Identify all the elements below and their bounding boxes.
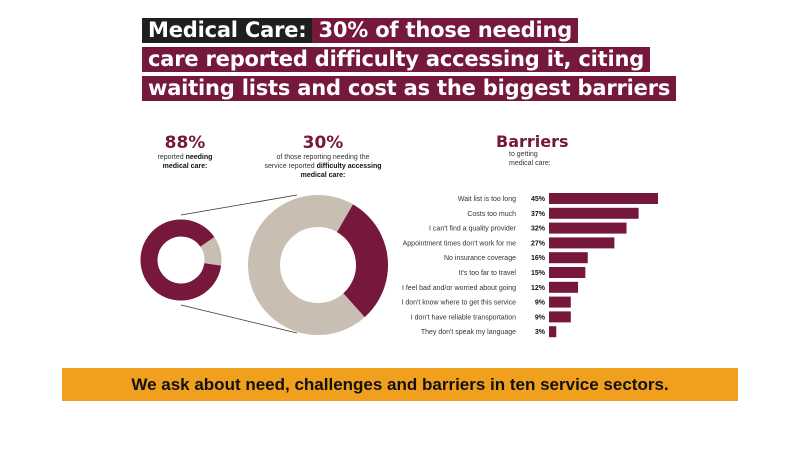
- stat-need-value: 88%: [164, 133, 206, 153]
- bar-value-label: 27%: [531, 240, 546, 247]
- bar-category-label: I feel bad and/or worried about going: [402, 285, 516, 292]
- bar: [549, 281, 579, 293]
- stat-need: 88% reported needing medical care:: [150, 133, 220, 171]
- bar: [549, 252, 588, 264]
- stat-difficulty-value: 30%: [302, 133, 344, 153]
- title-line-2-text: care reported difficulty accessing it, c…: [142, 47, 651, 72]
- stat-difficulty: 30% of those reporting needing the servi…: [258, 133, 388, 180]
- connector-line-top: [180, 194, 298, 216]
- stat-difficulty-text1: of those reporting needing the: [276, 154, 370, 161]
- bar-category-label: Costs too much: [467, 211, 516, 218]
- donut-difficulty-slice-difficulty-accessing: [248, 195, 388, 335]
- connector-line-bottom: [180, 304, 298, 334]
- bar-category-label: I don't have reliable transportation: [411, 314, 516, 321]
- bar-value-label: 3%: [535, 329, 546, 336]
- bar: [549, 222, 627, 234]
- stat-need-text1: reported: [157, 154, 186, 161]
- bar-category-label: Appointment times don't work for me: [403, 240, 516, 247]
- bar: [549, 296, 571, 308]
- bar: [549, 207, 639, 219]
- barriers-sub2: medical care:: [509, 160, 551, 167]
- stat-need-bold1: needing: [185, 154, 213, 161]
- bar-value-label: 15%: [531, 270, 546, 277]
- bar: [549, 193, 658, 204]
- bar-category-label: Wait list is too long: [458, 196, 516, 203]
- stat-difficulty-label: of those reporting needing the service r…: [258, 153, 388, 180]
- bar-category-label: No insurance coverage: [444, 255, 516, 262]
- bar-category-label: They don't speak my language: [421, 329, 516, 336]
- title-line-2: care reported difficulty accessing it, c…: [142, 47, 676, 74]
- bar-value-label: 9%: [535, 300, 546, 307]
- title-line-1: Medical Care: 30% of those needing: [142, 18, 676, 45]
- stat-need-text2: medical care:: [162, 163, 208, 170]
- stat-difficulty-text2: service reported: [264, 163, 317, 170]
- title-lead: Medical Care:: [142, 18, 313, 43]
- footer-banner: We ask about need, challenges and barrie…: [62, 368, 738, 401]
- bar-value-label: 12%: [531, 285, 546, 292]
- stat-difficulty-bold1: difficulty accessing: [316, 163, 382, 170]
- bar: [549, 267, 586, 278]
- bar-category-label: I can't find a quality provider: [429, 226, 517, 233]
- bar-category-label: I don't know where to get this service: [401, 300, 516, 307]
- barriers-subtitle: to getting medical care:: [509, 150, 551, 168]
- banner-text: We ask about need, challenges and barrie…: [131, 374, 669, 394]
- bar-value-label: 16%: [531, 255, 546, 262]
- bar-value-label: 45%: [531, 196, 546, 203]
- bar-category-label: It's too far to travel: [459, 270, 517, 277]
- bar: [549, 237, 615, 249]
- bar-value-label: 37%: [531, 211, 546, 218]
- page-title: Medical Care: 30% of those needing care r…: [142, 18, 677, 105]
- title-line-1-text: 30% of those needing: [312, 18, 579, 43]
- title-line-3-text: waiting lists and cost as the biggest ba…: [142, 76, 677, 101]
- stat-need-label: reported needing medical care:: [150, 153, 220, 171]
- barriers-title: Barriers: [496, 132, 569, 151]
- title-line-3: waiting lists and cost as the biggest ba…: [142, 76, 677, 103]
- bar: [549, 311, 571, 323]
- donut-need-slice-needing-medical-care: [140, 219, 222, 301]
- barriers-sub1: to getting: [509, 151, 538, 158]
- bar: [549, 326, 557, 338]
- bar-value-label: 32%: [531, 226, 546, 233]
- stat-difficulty-bold2: medical care:: [300, 172, 346, 179]
- bar-value-label: 9%: [535, 314, 546, 321]
